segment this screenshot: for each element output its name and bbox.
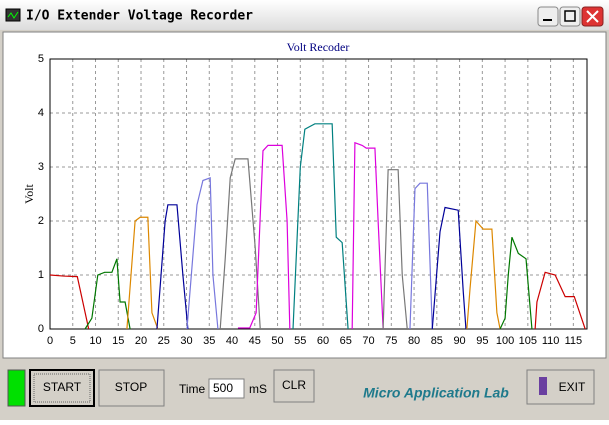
x-tick-label: 110 [542,335,560,347]
exit-button[interactable] [526,369,595,405]
close-icon [586,10,599,23]
y-axis-label: Volt [22,183,36,203]
time-input[interactable] [208,378,245,399]
x-tick-label: 50 [271,335,283,347]
data-line [466,219,501,330]
status-indicator [7,369,26,407]
data-line [186,176,219,330]
x-tick-label: 30 [180,335,192,347]
x-tick-label: 85 [431,335,443,347]
x-tick-label: 5 [70,335,76,347]
y-tick-label: 3 [38,161,44,173]
window-title: I/O Extender Voltage Recorder [26,9,253,24]
y-tick-label: 0 [38,323,44,335]
x-tick-label: 45 [249,335,261,347]
time-value: 500 [213,381,233,395]
x-tick-label: 15 [112,335,124,347]
x-tick-label: 100 [496,335,514,347]
clear-label: CLR [282,378,306,392]
y-tick-label: 5 [38,53,44,65]
minimize-button[interactable] [537,6,559,27]
x-tick-label: 70 [362,335,374,347]
title-bar [0,0,609,30]
time-unit: mS [249,382,267,396]
window-buttons [537,6,604,27]
plot-frame [49,58,588,330]
data-line [49,274,90,330]
data-line [126,216,159,330]
x-tick-label: 95 [476,335,488,347]
x-tick-label: 10 [89,335,101,347]
x-tick-label: 90 [453,335,465,347]
data-line [237,144,291,330]
x-tick-label: 20 [135,335,147,347]
x-tick-label: 0 [47,335,53,347]
x-tick-label: 25 [158,335,170,347]
app-icon-wave [7,11,19,19]
data-line [292,123,349,330]
data-line [156,204,189,330]
data-line [219,158,261,330]
x-tick-label: 80 [408,335,420,347]
start-focus [33,373,91,403]
data-line [534,271,586,330]
brand-label: Micro Application Lab [363,385,509,401]
x-tick-label: 105 [519,335,537,347]
chart-panel [2,31,607,359]
x-tick-label: 115 [565,335,583,347]
start-button[interactable] [29,369,95,407]
start-label: START [43,380,82,394]
clear-button[interactable] [273,369,315,403]
data-line [499,236,533,330]
exit-icon [539,377,547,395]
time-label: Time [179,382,206,396]
chart-title: Volt Recoder [287,40,350,54]
x-tick-label: 40 [226,335,238,347]
stop-button[interactable] [98,369,165,407]
data-line [431,206,467,330]
y-tick-label: 4 [38,107,44,119]
y-tick-label: 2 [38,215,44,227]
x-tick-label: 60 [317,335,329,347]
control-bar: START STOP Time 500 mS CLR Micro Applica… [7,369,595,407]
data-line [409,182,433,330]
data-line [382,169,408,330]
data-line [351,141,384,330]
x-tick-label: 65 [340,335,352,347]
y-tick-label: 1 [38,269,44,281]
stop-label: STOP [115,380,147,394]
maximize-icon [564,10,576,22]
exit-label: EXIT [559,380,586,394]
data-line [84,258,131,330]
x-tick-label: 75 [385,335,397,347]
app-icon [5,8,21,22]
x-tick-label: 35 [203,335,215,347]
maximize-button[interactable] [559,6,581,27]
x-tick-label: 55 [294,335,306,347]
